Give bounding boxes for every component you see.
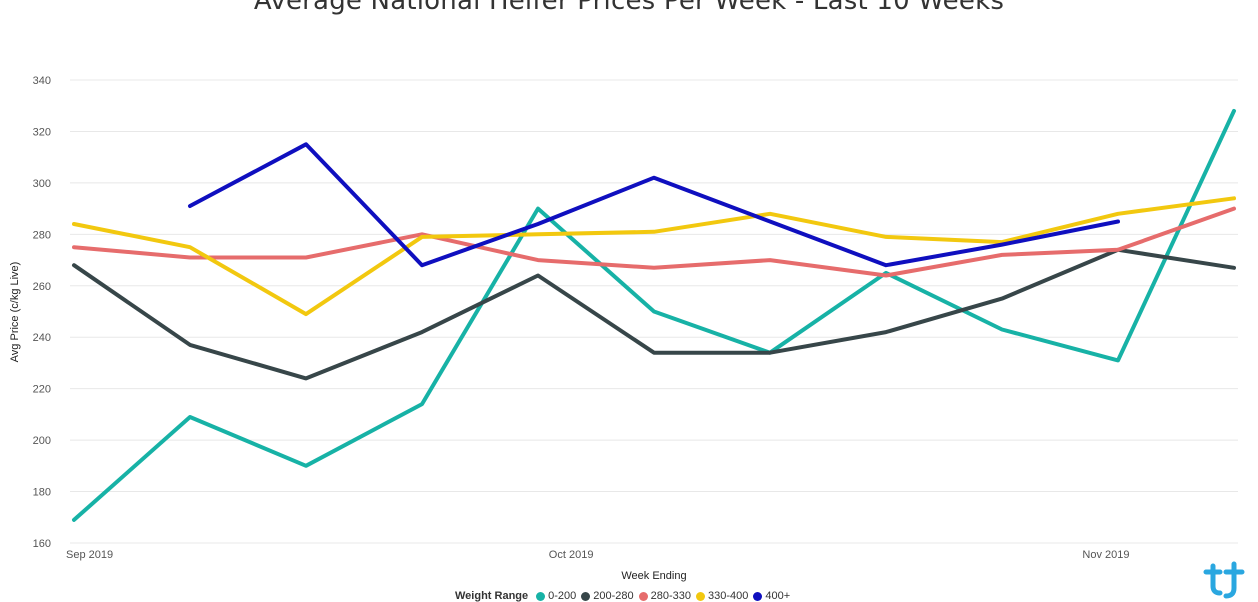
y-tick-label: 220 [33,384,51,396]
y-axis-title: Avg Price (c/kg Live) [9,262,21,363]
x-tick-label: Oct 2019 [549,549,594,561]
y-tick-label: 280 [33,229,51,241]
x-axis-ticks: Sep 2019 Oct 2019 Nov 2019 [66,549,1129,561]
legend-label: 400+ [765,590,791,602]
legend-items: 0-200 200-280 280-330 330-400 400+ [536,590,795,602]
y-tick-label: 260 [33,281,51,293]
series-line-280-330 [72,206,1236,278]
legend-item[interactable]: 0-200 [536,590,576,602]
legend: Weight Range 0-200 200-280 280-330 330-400 4… [455,590,795,602]
legend-label: 330-400 [708,590,749,602]
y-tick-label: 340 [33,75,51,87]
y-tick-label: 160 [33,538,51,550]
legend-item[interactable]: 400+ [753,590,790,602]
legend-dot-icon [638,591,648,601]
legend-dot-icon [581,591,591,601]
legend-dot-icon [536,591,546,601]
legend-label: 280-330 [650,590,692,602]
legend-label: 0-200 [548,590,577,602]
series-lines [72,108,1236,522]
y-tick-label: 180 [33,487,51,499]
legend-item[interactable]: 200-280 [581,590,634,602]
y-tick-label: 240 [33,332,51,344]
series-line-200-280 [72,247,1236,381]
series-line-330-400 [72,196,1236,317]
legend-item[interactable]: 280-330 [638,590,692,602]
legend-title: Weight Range [455,590,529,602]
y-tick-label: 300 [33,178,51,190]
series-line-0-200 [72,108,1236,522]
series-line-400plus [188,142,1120,268]
x-tick-label: Sep 2019 [66,549,113,561]
legend-item[interactable]: 330-400 [696,590,748,602]
y-tick-label: 200 [33,435,51,447]
legend-dot-icon [696,591,706,601]
x-axis-title: Week Ending [621,570,686,582]
legend-dot-icon [753,591,763,601]
chart-title: Average National Heifer Prices Per Week … [253,0,1005,16]
x-tick-label: Nov 2019 [1082,549,1129,561]
legend-label: 200-280 [593,590,634,602]
y-axis-ticks: 160 180 200 220 240 260 280 300 320 340 [33,75,51,550]
y-tick-label: 320 [33,126,51,138]
brand-logo-icon [1203,561,1245,599]
